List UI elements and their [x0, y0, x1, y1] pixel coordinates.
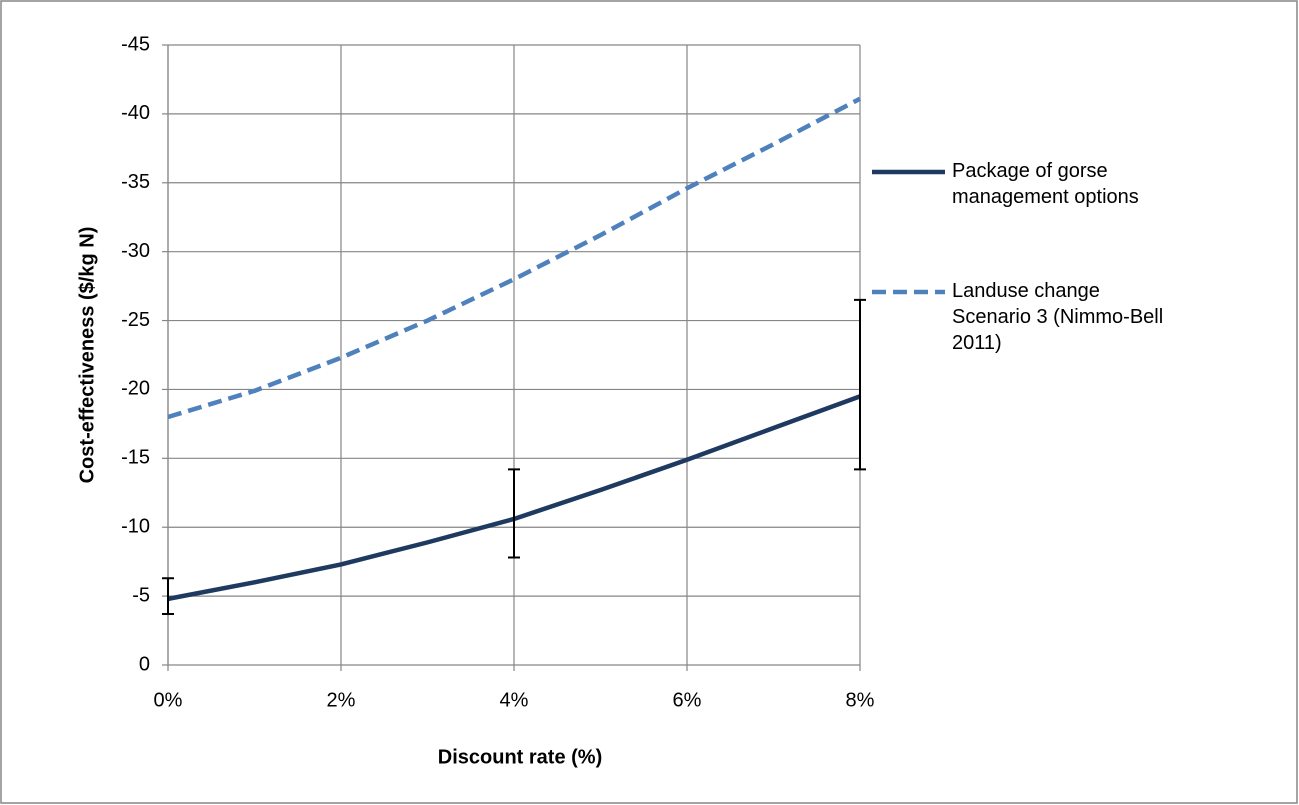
- y-tick-label: -15: [121, 447, 150, 469]
- error-bar: [854, 298, 866, 471]
- x-tick-label: 6%: [673, 689, 702, 711]
- y-axis-title: Cost-effectiveness ($/kg N): [76, 227, 98, 484]
- x-tick-label: 4%: [500, 689, 529, 711]
- legend-label: Package of gorse management options: [952, 160, 1139, 208]
- legend-label: Landuse change Scenario 3 (Nimmo-Bell 20…: [952, 280, 1164, 354]
- y-tick-label: -45: [121, 33, 150, 55]
- x-axis-title: Discount rate (%): [438, 746, 602, 768]
- x-tick-label: 2%: [327, 689, 356, 711]
- y-tick-label: -25: [121, 309, 150, 331]
- y-tick-label: -20: [121, 378, 150, 400]
- y-tick-label: -5: [132, 584, 150, 606]
- error-bar: [508, 468, 520, 559]
- y-tick-label: -40: [121, 102, 150, 124]
- x-tick-label: 8%: [846, 689, 875, 711]
- y-tick-label: -35: [121, 171, 150, 193]
- y-tick-label: 0: [139, 653, 150, 675]
- x-tick-label: 0%: [154, 689, 183, 711]
- error-bar: [162, 577, 174, 616]
- y-tick-label: -10: [121, 516, 150, 538]
- y-tick-label: -30: [121, 240, 150, 262]
- line-series: [167, 96, 862, 420]
